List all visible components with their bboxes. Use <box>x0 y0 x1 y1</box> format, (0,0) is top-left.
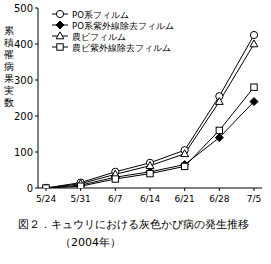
y-tick-label: 200 <box>14 111 33 122</box>
x-tick-label: 5/24 <box>36 194 56 204</box>
marker <box>56 10 63 17</box>
x-tick <box>219 188 220 191</box>
title: 図２．キュウリにおける灰色かび病の発生推移 <box>18 218 249 231</box>
y-tick <box>35 188 38 189</box>
y-tick <box>35 44 38 45</box>
legend-label: 農ビ紫外線除去フィルム <box>72 43 171 53</box>
x-tick <box>254 188 255 191</box>
x-tick-label: 7/5 <box>247 194 261 204</box>
x-tick-label: 6/28 <box>209 194 229 204</box>
marker <box>56 21 64 29</box>
y-axis <box>38 8 39 188</box>
x-tick <box>80 188 81 191</box>
x-tick <box>46 188 47 191</box>
series-line <box>46 102 254 188</box>
series-line <box>46 87 254 188</box>
x-tick-label: 6/14 <box>140 194 160 204</box>
series-line <box>46 44 254 188</box>
marker <box>250 98 258 106</box>
y-label-char: 病 <box>4 61 14 72</box>
legend-label: PO系フィルム <box>72 10 129 20</box>
y-tick-label: 500 <box>14 3 33 14</box>
x-tick <box>115 188 116 191</box>
marker <box>42 184 49 188</box>
x-tick <box>184 188 185 191</box>
marker <box>216 127 222 133</box>
marker <box>112 176 118 182</box>
x-tick-label: 6/21 <box>175 194 195 204</box>
subtitle: （2004年） <box>60 236 121 249</box>
marker <box>57 44 63 50</box>
y-label-char: 累 <box>4 25 14 36</box>
y-tick-label: 100 <box>14 147 33 158</box>
legend-label: 農ビフィルム <box>72 32 126 42</box>
marker <box>146 168 154 176</box>
marker <box>250 31 257 38</box>
x-tick-label: 6/7 <box>108 194 122 204</box>
x-tick <box>150 188 151 191</box>
legend: PO系フィルムPO系紫外線除去フィルム農ビフィルム農ビ紫外線除去フィルム <box>52 10 174 53</box>
marker <box>215 98 223 105</box>
y-tick <box>35 8 38 9</box>
marker <box>43 185 49 188</box>
marker <box>181 150 189 157</box>
y-tick <box>35 80 38 81</box>
marker <box>56 32 64 39</box>
y-label-char: 果 <box>4 73 14 84</box>
legend-label: PO系紫外線除去フィルム <box>72 21 174 31</box>
y-tick-label: 0 <box>27 183 33 194</box>
marker <box>250 40 258 47</box>
y-label-char: 積 <box>4 37 14 48</box>
y-tick <box>35 152 38 153</box>
y-tick <box>35 116 38 117</box>
y-label-char: 実 <box>4 85 14 96</box>
y-label: 累積罹病果実数 <box>3 25 14 108</box>
marker <box>215 134 223 142</box>
marker <box>42 184 50 188</box>
y-tick-label: 300 <box>14 75 33 86</box>
marker <box>42 184 50 188</box>
marker <box>147 170 153 176</box>
series-line <box>46 35 254 188</box>
marker <box>251 84 257 90</box>
chart: 0 100 200 300 400 500 5/24 5/31 6/7 6/14 6/21 6/28 7… <box>0 0 271 264</box>
marker <box>181 161 189 169</box>
marker <box>181 163 187 169</box>
marker <box>146 162 154 169</box>
series-group <box>42 31 258 188</box>
y-label-char: 罹 <box>3 49 14 60</box>
marker <box>77 183 83 188</box>
x-tick-label: 5/31 <box>71 194 91 204</box>
y-tick-label: 400 <box>14 39 33 50</box>
y-label-char: 数 <box>4 97 14 108</box>
